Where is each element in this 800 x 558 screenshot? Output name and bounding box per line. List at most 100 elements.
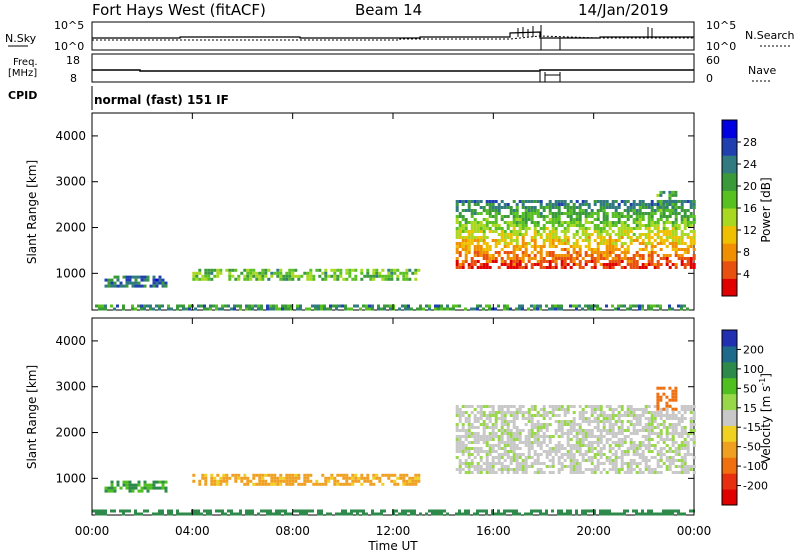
velocity-cell <box>662 447 666 450</box>
velocity-cell <box>569 471 573 474</box>
power-cell <box>554 266 558 269</box>
power-cell <box>473 218 477 221</box>
velocity-cell <box>390 479 394 483</box>
power-cell <box>596 257 600 260</box>
power-cell <box>521 221 525 224</box>
power-cell <box>614 233 618 236</box>
power-cell <box>572 236 576 239</box>
power-cell <box>605 200 609 203</box>
velocity-cell <box>467 468 471 471</box>
power-cell <box>158 275 162 279</box>
velocity-cell <box>611 435 615 438</box>
velocity-cell <box>683 512 686 516</box>
power-cell <box>548 245 552 248</box>
power-cell <box>632 209 636 212</box>
velocity-cell <box>530 444 534 447</box>
velocity-cell <box>590 432 594 435</box>
velocity-cell <box>137 480 141 484</box>
power-cell <box>575 233 579 236</box>
velocity-cell <box>584 438 588 441</box>
power-cell <box>677 304 680 308</box>
power-cell <box>647 242 651 245</box>
power-cell <box>626 263 630 266</box>
power-cell <box>548 254 552 257</box>
power-echo-region-2 <box>455 200 696 269</box>
velocity-cell <box>653 447 657 450</box>
velocity-cell <box>629 444 633 447</box>
power-cell <box>557 218 561 221</box>
velocity-cell <box>623 411 627 414</box>
power-cell <box>476 266 480 269</box>
velocity-cell <box>291 476 295 480</box>
power-cell <box>671 230 675 233</box>
power-cell <box>674 230 678 233</box>
power-cell <box>644 245 648 248</box>
power-cell <box>231 274 235 278</box>
power-cell <box>122 307 125 311</box>
velocity-cell <box>512 509 515 513</box>
velocity-cell <box>210 473 214 477</box>
power-cell <box>527 260 531 263</box>
velocity-cell <box>641 456 645 459</box>
power-cell <box>488 215 492 218</box>
velocity-cell <box>608 468 612 471</box>
power-cell <box>527 215 531 218</box>
power-cell <box>647 307 650 311</box>
power-cell <box>686 218 690 221</box>
velocity-cell <box>500 447 504 450</box>
velocity-cell <box>491 405 495 408</box>
power-cell <box>665 208 669 212</box>
power-cell <box>626 236 630 239</box>
power-cell <box>692 203 696 206</box>
power-cell <box>683 233 687 236</box>
velocity-cell <box>491 408 495 411</box>
noise-left-tick-top: 10^5 <box>54 19 84 32</box>
velocity-cell <box>527 432 531 435</box>
power-cell <box>455 263 459 266</box>
power-cell <box>449 307 452 311</box>
power-cell <box>602 215 606 218</box>
velocity-cell <box>545 444 549 447</box>
power-cell <box>566 251 570 254</box>
power-cell <box>461 236 465 239</box>
power-cell <box>318 268 322 272</box>
velocity-cell <box>107 486 111 490</box>
power-cell <box>536 230 540 233</box>
power-cell <box>677 254 681 257</box>
velocity-cell <box>363 479 367 483</box>
velocity-cell <box>623 471 627 474</box>
power-cell <box>512 209 516 212</box>
power-cell <box>554 254 558 257</box>
velocity-cell <box>620 441 624 444</box>
velocity-cell <box>297 482 301 486</box>
power-cell <box>330 268 334 272</box>
velocity-cell <box>485 509 488 513</box>
velocity-cell <box>626 426 630 429</box>
power-cell <box>230 307 233 311</box>
velocity-cell <box>536 429 540 432</box>
power-cell <box>488 203 492 206</box>
velocity-cell <box>638 423 642 426</box>
power-cell <box>255 274 259 278</box>
power-cell <box>542 224 546 227</box>
velocity-cell <box>351 482 355 486</box>
power-cell <box>170 307 173 311</box>
power-cell <box>620 242 624 245</box>
velocity-cell <box>128 509 131 513</box>
velocity-cell <box>572 411 576 414</box>
velocity-cell <box>515 471 519 474</box>
power-cell <box>390 271 394 275</box>
power-cell <box>347 307 350 311</box>
power-cell <box>578 206 582 209</box>
power-cell <box>518 221 522 224</box>
velocity-cell <box>641 441 645 444</box>
power-cell <box>653 263 657 266</box>
velocity-cell <box>524 438 528 441</box>
power-cell <box>482 263 486 266</box>
velocity-cell <box>590 462 594 465</box>
power-cell <box>497 233 501 236</box>
velocity-cell <box>644 429 648 432</box>
velocity-cell <box>509 462 513 465</box>
velocity-cell <box>674 386 678 390</box>
power-cell <box>677 212 681 215</box>
